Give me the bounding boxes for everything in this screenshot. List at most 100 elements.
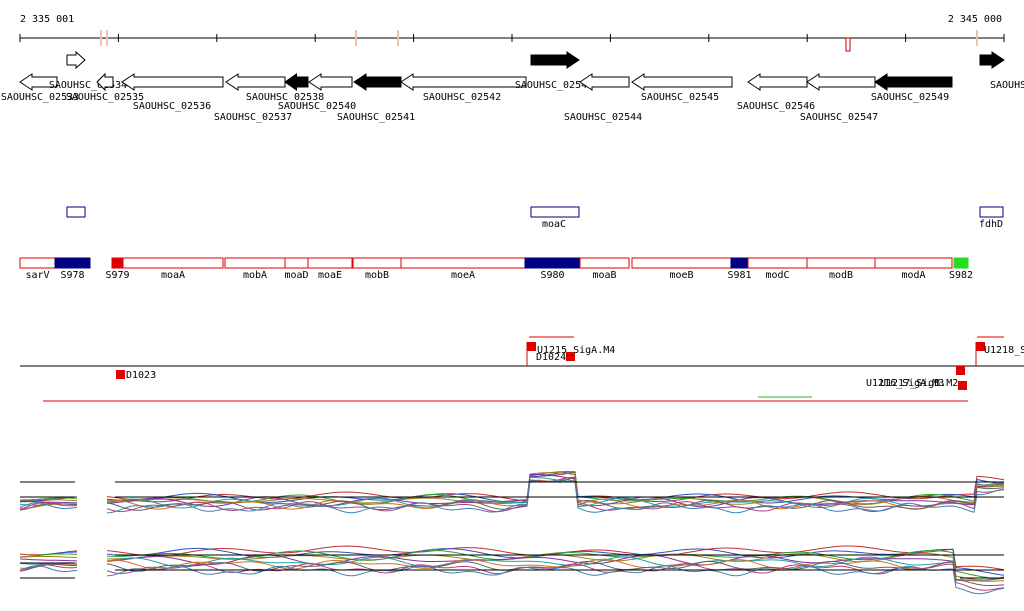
operon-segment (400, 257, 526, 269)
feature-box (530, 206, 580, 218)
expression-trace (19, 471, 1005, 505)
gene-arrow (225, 73, 286, 91)
gene-arrow (400, 73, 527, 91)
operon-label: S982 (949, 270, 973, 281)
gene-arrow (631, 73, 733, 91)
gene-label: SAOUHSC_02535 (66, 92, 144, 103)
gene-arrow (353, 73, 402, 91)
site-marker (116, 370, 125, 379)
gene-arrow (308, 73, 353, 91)
operon-label: mobA (243, 270, 267, 281)
feature-label: fdhD (979, 219, 1003, 230)
ruler-mark (100, 30, 102, 46)
site-label: D1024 (536, 352, 566, 363)
ruler-mark (106, 30, 108, 46)
site-marker (566, 352, 575, 361)
operon-label: mobB (365, 270, 389, 281)
operon-label: modC (765, 270, 789, 281)
gene-arrow (66, 50, 86, 70)
ruler-mark (976, 30, 978, 46)
site-marker (527, 342, 536, 351)
operon-segment (307, 257, 353, 269)
operon-label: S980 (540, 270, 564, 281)
gene-arrow (96, 72, 114, 92)
gene-arrow (19, 73, 58, 91)
gene-arrow (530, 51, 580, 69)
operon-segment (730, 257, 749, 269)
feature-label: moaC (542, 219, 566, 230)
operon-label: moeA (451, 270, 475, 281)
operon-segment (579, 257, 630, 269)
gene-label: SAOUHSC_02538 (246, 92, 324, 103)
operon-label: moeB (669, 270, 693, 281)
operon-segment (284, 257, 309, 269)
operon-label: sarV (25, 270, 49, 281)
expression-trace (19, 560, 1005, 587)
gene-arrow (747, 73, 808, 91)
operon-label: modB (829, 270, 853, 281)
gene-arrow (121, 73, 224, 91)
expression-trace (19, 471, 1005, 504)
gene-arrow (579, 73, 630, 91)
operon-label: S978 (60, 270, 84, 281)
gene-label: SAOUHSC_02545 (641, 92, 719, 103)
gene-label: SAOUHSC_02533 (1, 92, 79, 103)
operon-segment (54, 257, 91, 269)
operon-segment (524, 257, 581, 269)
operon-label: moaB (592, 270, 616, 281)
operon-label: modA (901, 270, 925, 281)
operon-label: moaA (161, 270, 185, 281)
gene-label: SAOUHSC_02537 (214, 112, 292, 123)
operon-segment (19, 257, 56, 269)
gene-label: SAOUHSC_02544 (564, 112, 642, 123)
operon-segment (122, 257, 224, 269)
site-label: D1023 (126, 370, 156, 381)
operon-segment (352, 257, 402, 269)
site-label: U1215_SigA.M4 (537, 345, 615, 356)
gene-label: SAOUHSC_02536 (133, 101, 211, 112)
gene-label: SAOUHSC_02542 (423, 92, 501, 103)
operon-label: moaD (284, 270, 308, 281)
feature-box (66, 206, 86, 218)
ruler-mark (355, 30, 357, 46)
gene-arrow (284, 73, 309, 91)
gene-label: SAOUHSC_02541 (337, 112, 415, 123)
gene-label: SAOUHSC_02546 (737, 101, 815, 112)
gene-arrow (806, 73, 876, 91)
gene-arrow (979, 51, 1005, 69)
ruler-start: 2 335 001 (20, 14, 74, 25)
expression-trace (19, 565, 1005, 595)
gene-label: SAOUHSC_02549 (871, 92, 949, 103)
expression-trace (19, 563, 1005, 591)
gene-label: SAOUHSC_02540 (278, 101, 356, 112)
site-label: U1216_SigA.M3 (866, 378, 944, 389)
expression-trace (19, 479, 1005, 514)
gene-label: SAOUHSC_0255 (990, 80, 1024, 91)
feature-box (979, 206, 1004, 218)
operon-segment (111, 257, 124, 269)
operon-segment (631, 257, 732, 269)
expression-trace (19, 472, 1005, 506)
ruler-end: 2 345 000 (948, 14, 1002, 25)
ruler-mark (397, 30, 399, 46)
site-label: U1217_SigB.M2 (880, 378, 958, 389)
operon-segment (747, 257, 808, 269)
site-marker (956, 366, 965, 375)
operon-segment (806, 257, 876, 269)
site-marker (976, 342, 985, 351)
gene-arrow (874, 73, 953, 91)
operon-label: moaE (318, 270, 342, 281)
operon-label: S979 (105, 270, 129, 281)
site-marker (958, 381, 967, 390)
gene-label: SAOUHSC_02547 (800, 112, 878, 123)
operon-segment (953, 257, 969, 269)
ruler-mark (845, 37, 851, 52)
gene-label: SAOUHSC_02534 (49, 80, 127, 91)
operon-segment (224, 257, 286, 269)
site-label: U1218_S (984, 345, 1024, 356)
operon-segment (874, 257, 953, 269)
operon-label: S981 (727, 270, 751, 281)
gene-label: SAOUHSC_02543 (515, 80, 593, 91)
